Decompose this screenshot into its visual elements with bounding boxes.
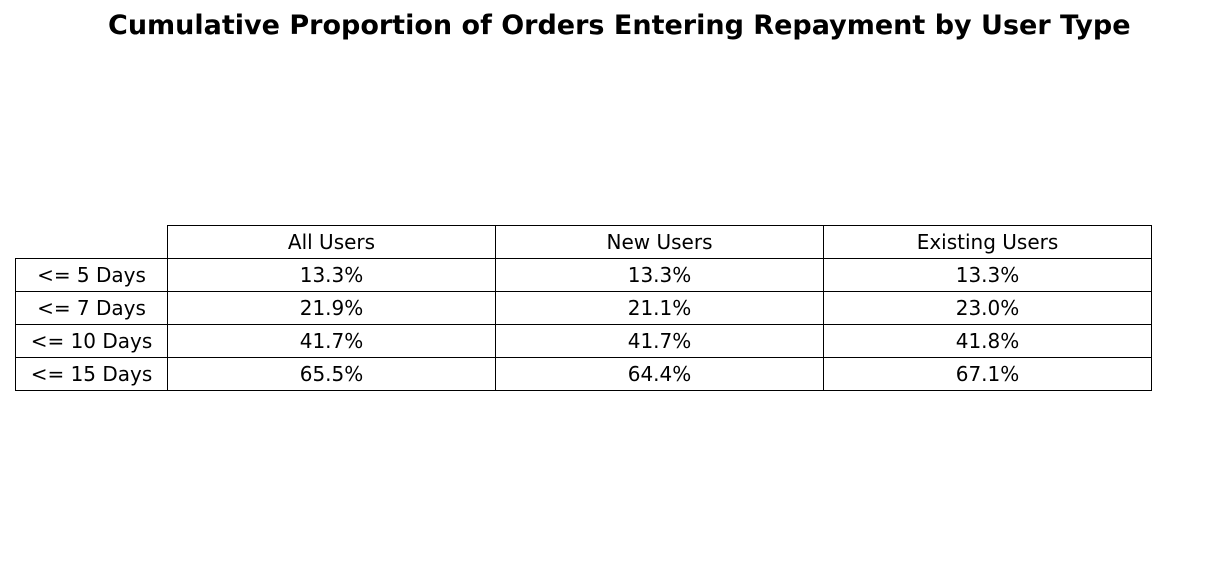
table-cell: 21.9% [167, 291, 496, 325]
table-cell: 13.3% [823, 258, 1152, 292]
column-header-all-users: All Users [167, 225, 496, 259]
table-cell: 23.0% [823, 291, 1152, 325]
row-header: <= 10 Days [15, 324, 168, 358]
corner-cell [16, 226, 168, 259]
row-header: <= 7 Days [15, 291, 168, 325]
table-cell: 21.1% [495, 291, 824, 325]
column-header-existing-users: Existing Users [823, 225, 1152, 259]
table-cell: 13.3% [495, 258, 824, 292]
row-header: <= 15 Days [15, 357, 168, 391]
table-row: <= 15 Days 65.5% 64.4% 67.1% [15, 357, 1152, 391]
table-cell: 64.4% [495, 357, 824, 391]
header-row: All Users New Users Existing Users [16, 225, 1152, 259]
data-table: All Users New Users Existing Users <= 5 … [15, 225, 1152, 391]
table-cell: 41.8% [823, 324, 1152, 358]
table-row: <= 7 Days 21.9% 21.1% 23.0% [15, 291, 1152, 325]
table-cell: 13.3% [167, 258, 496, 292]
table-cell: 65.5% [167, 357, 496, 391]
row-header: <= 5 Days [15, 258, 168, 292]
table-cell: 67.1% [823, 357, 1152, 391]
column-header-new-users: New Users [495, 225, 824, 259]
table-row: <= 5 Days 13.3% 13.3% 13.3% [15, 258, 1152, 292]
table-cell: 41.7% [167, 324, 496, 358]
table-row: <= 10 Days 41.7% 41.7% 41.8% [15, 324, 1152, 358]
chart-title: Cumulative Proportion of Orders Entering… [108, 10, 1131, 41]
table-cell: 41.7% [495, 324, 824, 358]
